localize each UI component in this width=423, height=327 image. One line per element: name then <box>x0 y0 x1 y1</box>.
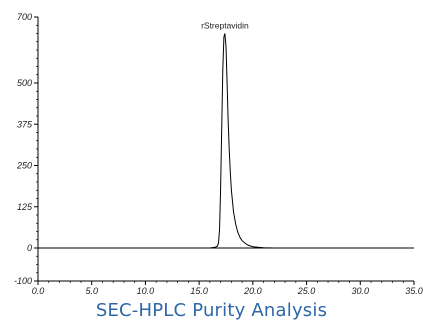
tick-labels: 0.0 5.0 10.0 15.0 20.0 25.0 30.0 35.0 -100 0 125 25… <box>14 12 423 296</box>
x-tick-label: 10.0 <box>137 286 155 296</box>
y-tick-label: 0 <box>27 243 32 253</box>
x-tick-label: 35.0 <box>405 286 423 296</box>
x-tick-label: 5.0 <box>85 286 98 296</box>
chromatogram-chart: 0.0 5.0 10.0 15.0 20.0 25.0 30.0 35.0 -100 0 125 25… <box>14 12 423 296</box>
x-tick-label: 20.0 <box>243 286 262 296</box>
y-tick-label: 125 <box>17 202 33 212</box>
peak-annotations: rStreptavidin <box>201 21 249 31</box>
x-tick-label: 25.0 <box>297 286 316 296</box>
y-tick-label: -100 <box>14 276 32 286</box>
y-tick-label: 700 <box>17 12 32 22</box>
x-tick-label: 30.0 <box>352 286 370 296</box>
chromatogram-trace <box>38 33 414 249</box>
y-tick-label: 500 <box>17 78 32 88</box>
y-tick-label: 250 <box>16 161 32 171</box>
x-tick-label: 15.0 <box>190 286 208 296</box>
chart-caption: SEC-HPLC Purity Analysis <box>95 300 328 321</box>
y-tick-label: 375 <box>17 119 33 129</box>
x-tick-label: 0.0 <box>32 286 45 296</box>
ticks <box>34 16 415 285</box>
peak-label: rStreptavidin <box>201 21 249 31</box>
